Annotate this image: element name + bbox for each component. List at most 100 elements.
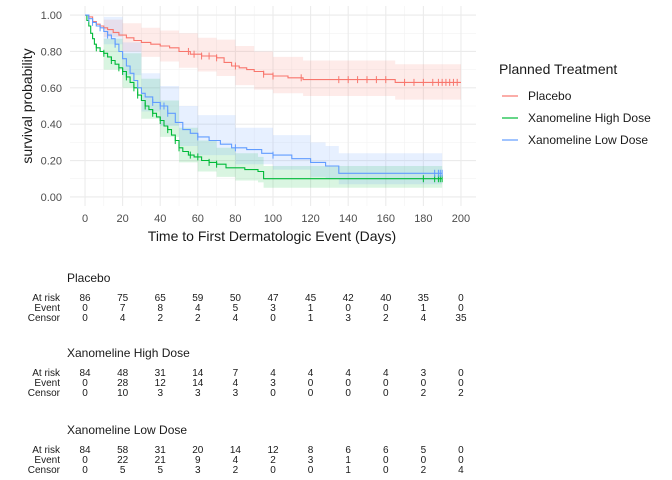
risk-cell: 4 xyxy=(270,368,276,379)
legend: Planned Treatment Placebo Xanomeline High… xyxy=(499,61,651,147)
risk-cell: 0 xyxy=(82,455,88,466)
risk-cell: 0 xyxy=(458,445,464,456)
risk-cell: 1 xyxy=(308,313,314,324)
risk-cell: 0 xyxy=(458,303,464,314)
risk-cell: 5 xyxy=(120,465,126,476)
risk-row-label: At risk xyxy=(32,445,61,456)
x-tick-label: 200 xyxy=(452,213,470,225)
x-tick-label: 0 xyxy=(82,213,88,225)
risk-cell: 0 xyxy=(458,378,464,389)
risk-cell: 0 xyxy=(383,455,389,466)
risk-cell: 0 xyxy=(308,465,314,476)
risk-cell: 0 xyxy=(270,388,276,399)
risk-cell: 5 xyxy=(421,445,427,456)
risk-cell: 5 xyxy=(233,303,239,314)
risk-cell: 4 xyxy=(120,313,126,324)
x-tick-label: 100 xyxy=(264,213,282,225)
risk-cell: 5 xyxy=(157,465,163,476)
risk-row-label: Event xyxy=(34,303,60,314)
risk-cell: 0 xyxy=(383,388,389,399)
risk-cell: 12 xyxy=(155,378,167,389)
y-axis-ticks: 0.00 0.20 0.40 0.60 0.80 1.00 xyxy=(41,10,62,204)
risk-cell: 6 xyxy=(345,445,351,456)
risk-cell: 0 xyxy=(458,368,464,379)
risk-cell: 4 xyxy=(345,368,351,379)
risk-cell: 14 xyxy=(192,378,204,389)
legend-item: Xanomeline Low Dose xyxy=(528,133,648,147)
risk-cell: 3 xyxy=(345,313,351,324)
risk-row-label: Event xyxy=(34,455,60,466)
risk-cell: 3 xyxy=(195,388,201,399)
risk-cell: 0 xyxy=(383,303,389,314)
risk-cell: 3 xyxy=(421,368,427,379)
risk-cell: 45 xyxy=(305,293,317,304)
risk-cell: 1 xyxy=(308,303,314,314)
y-tick-label: 1.00 xyxy=(41,10,62,22)
risk-cell: 4 xyxy=(308,368,314,379)
risk-cell: 3 xyxy=(157,388,163,399)
risk-cell: 0 xyxy=(383,465,389,476)
risk-cell: 14 xyxy=(192,368,204,379)
risk-group-title: Placebo xyxy=(67,271,111,285)
x-tick-label: 60 xyxy=(192,213,204,225)
risk-cell: 0 xyxy=(82,378,88,389)
risk-cell: 84 xyxy=(79,368,91,379)
risk-cell: 0 xyxy=(82,313,88,324)
risk-cell: 12 xyxy=(267,445,279,456)
y-tick-label: 0.60 xyxy=(41,83,62,95)
x-axis-title: Time to First Dermatologic Event (Days) xyxy=(148,228,396,244)
risk-cell: 2 xyxy=(458,388,464,399)
risk-row-label: Event xyxy=(34,378,60,389)
risk-cell: 3 xyxy=(270,378,276,389)
risk-cell: 1 xyxy=(345,465,351,476)
ci-band xyxy=(85,15,443,185)
risk-cell: 0 xyxy=(421,455,427,466)
risk-cell: 35 xyxy=(455,313,467,324)
risk-cell: 0 xyxy=(82,303,88,314)
risk-cell: 2 xyxy=(157,313,163,324)
risk-cell: 0 xyxy=(345,303,351,314)
risk-row-label: Censor xyxy=(28,388,61,399)
x-tick-label: 120 xyxy=(301,213,319,225)
risk-cell: 2 xyxy=(195,313,201,324)
risk-cell: 4 xyxy=(195,303,201,314)
risk-cell: 0 xyxy=(82,388,88,399)
risk-cell: 0 xyxy=(308,388,314,399)
risk-cell: 21 xyxy=(155,455,167,466)
risk-cell: 3 xyxy=(233,388,239,399)
risk-cell: 0 xyxy=(270,465,276,476)
risk-cell: 0 xyxy=(383,378,389,389)
risk-cell: 0 xyxy=(345,388,351,399)
risk-cell: 8 xyxy=(157,303,163,314)
risk-cell: 28 xyxy=(117,378,129,389)
risk-cell: 0 xyxy=(458,293,464,304)
risk-cell: 59 xyxy=(192,293,204,304)
y-tick-label: 0.00 xyxy=(41,192,62,204)
risk-cell: 48 xyxy=(117,368,129,379)
risk-cell: 7 xyxy=(120,303,126,314)
risk-row-label: At risk xyxy=(32,293,61,304)
censor-marks xyxy=(88,15,458,183)
risk-cell: 0 xyxy=(421,378,427,389)
risk-cell: 3 xyxy=(308,455,314,466)
risk-cell: 2 xyxy=(233,465,239,476)
risk-group-title: Xanomeline Low Dose xyxy=(67,423,187,437)
risk-cell: 0 xyxy=(308,378,314,389)
risk-cell: 0 xyxy=(270,313,276,324)
risk-cell: 4 xyxy=(458,465,464,476)
risk-cell: 0 xyxy=(458,455,464,466)
risk-cell: 58 xyxy=(117,445,129,456)
x-tick-label: 160 xyxy=(377,213,395,225)
risk-cell: 20 xyxy=(192,445,204,456)
risk-cell: 50 xyxy=(230,293,242,304)
ci-band xyxy=(85,15,443,188)
risk-row-label: Censor xyxy=(28,465,61,476)
y-tick-label: 0.80 xyxy=(41,46,62,58)
risk-cell: 47 xyxy=(267,293,279,304)
risk-cell: 9 xyxy=(195,455,201,466)
risk-cell: 4 xyxy=(383,368,389,379)
risk-cell: 2 xyxy=(383,313,389,324)
y-axis-title: survival probability xyxy=(19,48,35,163)
legend-item: Xanomeline High Dose xyxy=(528,111,651,125)
